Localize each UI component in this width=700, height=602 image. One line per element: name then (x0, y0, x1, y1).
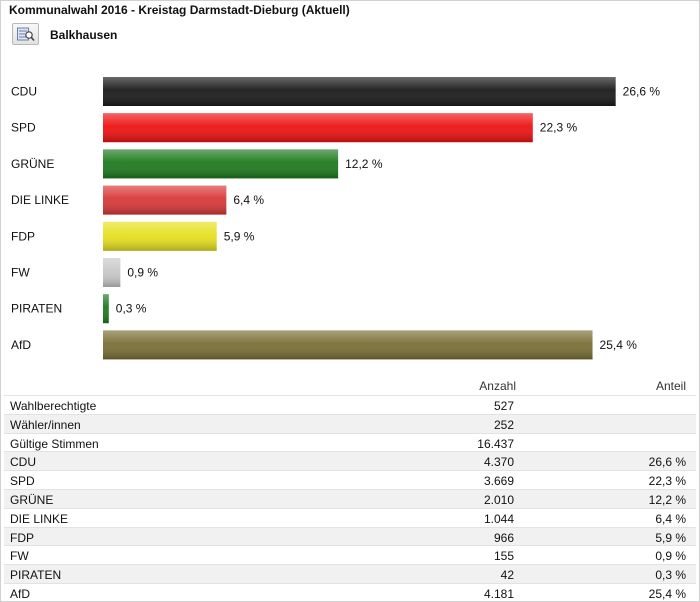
row-name: CDU (10, 455, 36, 470)
row-name: FW (10, 549, 29, 564)
row-name: SPD (10, 474, 35, 489)
category-label: CDU (11, 85, 37, 99)
location-name: Balkhausen (50, 28, 118, 42)
row-name: Wähler/innen (10, 417, 81, 432)
category-label: PIRATEN (11, 302, 62, 316)
row-anzahl: 3.669 (483, 474, 514, 489)
row-name: Wahlberechtigte (10, 399, 97, 413)
row-anteil: 5,9 % (655, 530, 686, 545)
table-row: FDP 966 5,9 % (4, 526, 696, 546)
category-label: FW (11, 266, 30, 280)
value-label: 0,3 % (116, 302, 147, 316)
row-anzahl: 155 (493, 549, 514, 564)
row-name: FDP (10, 530, 34, 545)
bar-chart: CDU 26,6 % SPD 22,3 % GRÜNE 12,2 % DIE LINKE 6,… (11, 77, 661, 360)
row-anzahl: 966 (493, 530, 514, 545)
table-body: Wahlberechtigte 527 Wähler/innen 252 Gültige… (4, 395, 696, 602)
category-label: SPD (11, 121, 36, 135)
row-name: GRÜNE (10, 492, 54, 507)
table-header: Anzahl Anteil (4, 376, 696, 395)
row-anteil: 22,3 % (648, 474, 686, 489)
table-row: PIRATEN 42 0,3 % (4, 564, 696, 583)
value-label: 25,4 % (600, 338, 638, 352)
table-row: GRÜNE 2.010 12,2 % (4, 488, 696, 508)
row-anteil: 0,3 % (655, 568, 686, 583)
column-header-anzahl: Anzahl (479, 379, 516, 393)
value-label: 0,9 % (127, 266, 158, 280)
value-label: 26,6 % (623, 85, 661, 99)
row-anteil: 12,2 % (648, 492, 686, 507)
category-label: FDP (11, 229, 35, 243)
row-anzahl: 527 (493, 399, 514, 413)
row-name: Gültige Stimmen (10, 436, 99, 451)
value-label: 6,4 % (233, 193, 264, 207)
table-row: Wähler/innen 252 (4, 413, 696, 433)
bar-shading (103, 77, 616, 106)
row-anteil: 26,6 % (648, 455, 686, 470)
row-anteil: 6,4 % (655, 511, 686, 526)
row-name: PIRATEN (10, 568, 62, 583)
category-label: GRÜNE (11, 157, 54, 171)
bar-shading (103, 221, 217, 251)
bar-shading (103, 113, 533, 143)
row-anzahl: 16.437 (477, 436, 514, 451)
bar-shading (103, 330, 593, 360)
bar-shading (103, 185, 227, 215)
table-row: Wahlberechtigte 527 (4, 395, 696, 414)
row-anzahl: 1.044 (483, 511, 514, 526)
table-row: DIE LINKE 1.044 6,4 % (4, 507, 696, 527)
bar-shading (103, 294, 109, 324)
row-name: AfD (10, 586, 31, 601)
page-title: Kommunalwahl 2016 - Kreistag Darmstadt-D… (9, 3, 350, 17)
row-name: DIE LINKE (10, 511, 69, 526)
row-anteil: 25,4 % (648, 586, 686, 601)
table-row: AfD 4.181 25,4 % (4, 582, 696, 602)
table-row: Gültige Stimmen 16.437 (4, 432, 696, 452)
bar-shading (103, 149, 339, 179)
row-anzahl: 2.010 (483, 492, 514, 507)
table-row: CDU 4.370 26,6 % (4, 451, 696, 471)
row-anteil: 0,9 % (655, 549, 686, 564)
table-row: SPD 3.669 22,3 % (4, 470, 696, 489)
row-anzahl: 252 (493, 417, 514, 432)
bar-shading (103, 258, 121, 287)
table-row: FW 155 0,9 % (4, 545, 696, 564)
column-header-anteil: Anteil (655, 379, 686, 393)
row-anzahl: 4.370 (483, 455, 514, 470)
row-anzahl: 42 (500, 568, 514, 583)
category-label: AfD (11, 338, 31, 352)
row-anzahl: 4.181 (483, 586, 514, 601)
category-label: DIE LINKE (11, 193, 69, 207)
map-search-icon[interactable] (12, 23, 39, 45)
value-label: 5,9 % (224, 229, 255, 243)
results-table: Anzahl Anteil Wahlberechtigte 527 Wähler/i… (4, 376, 696, 602)
value-label: 22,3 % (540, 121, 578, 135)
value-label: 12,2 % (345, 157, 383, 171)
